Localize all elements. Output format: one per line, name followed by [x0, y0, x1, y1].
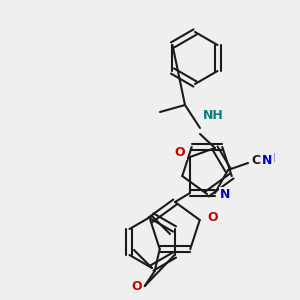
Text: CN: CN [256, 152, 276, 166]
Text: O: O [131, 280, 142, 292]
Text: N: N [262, 154, 272, 167]
Text: N: N [220, 188, 230, 202]
Text: O: O [175, 146, 185, 158]
Text: O: O [208, 212, 218, 224]
Text: C: C [251, 154, 260, 167]
Text: NH: NH [203, 109, 224, 122]
